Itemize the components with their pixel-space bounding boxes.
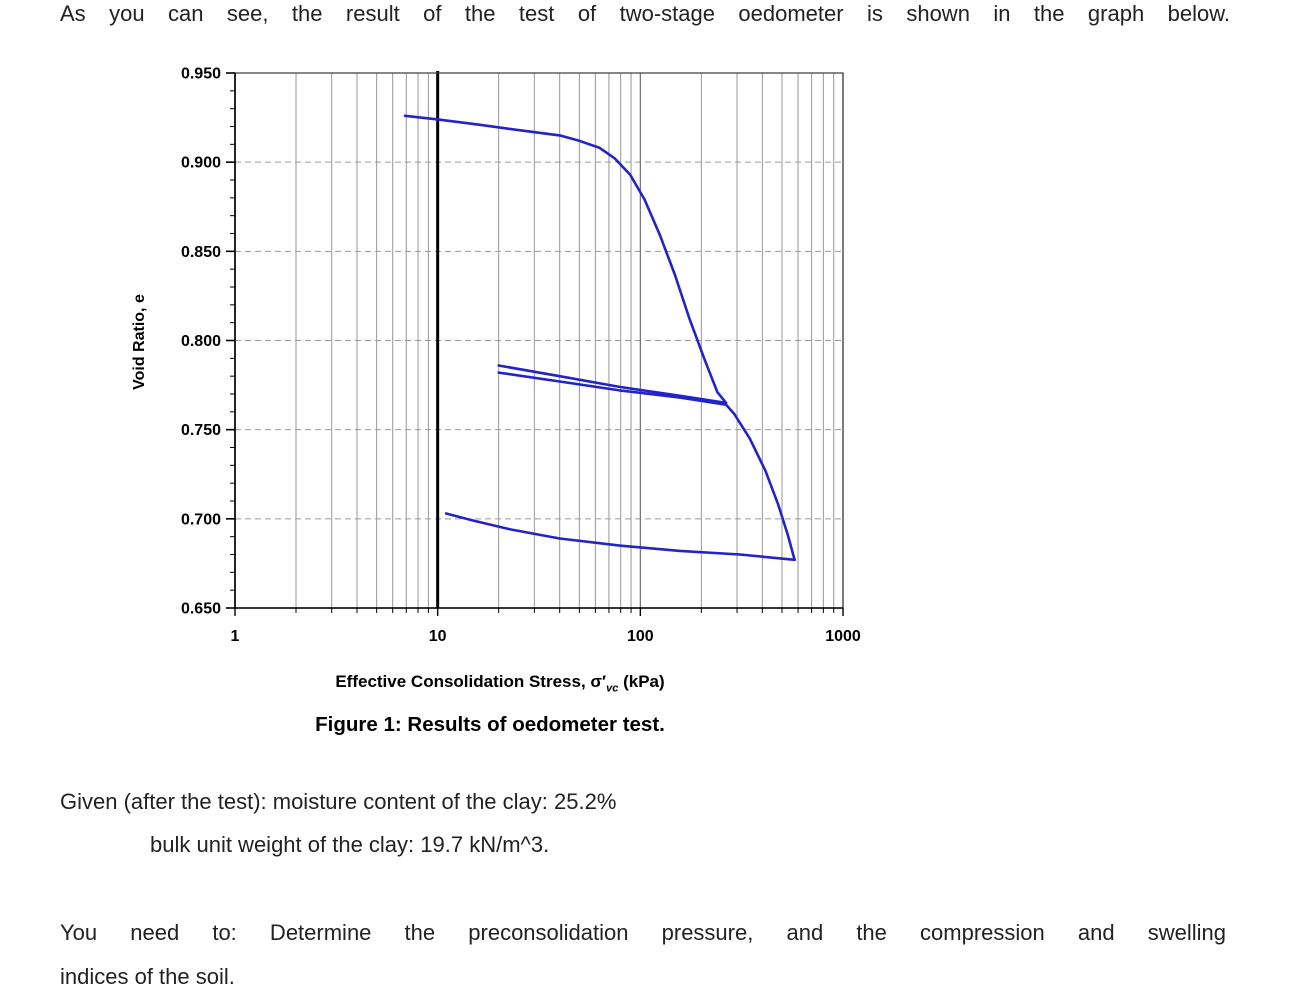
y-tick-label: 0.950 — [181, 66, 221, 83]
x-axis-title-text: Effective Consolidation Stress, — [335, 672, 591, 691]
oedometer-chart: 0.650 0.700 0.750 0.800 0.850 0.900 0.950 1 10 10… — [181, 66, 861, 646]
task-statement-line2: indices of the soil. — [60, 964, 235, 989]
oedometer-figure: Void Ratio, e 0.650 0.700 0.750 0.800 0.850 0… — [120, 58, 880, 763]
given-moisture-content: Given (after the test): moisture content… — [60, 789, 617, 814]
intro-text: As you can see, the result of the test o… — [60, 1, 1230, 26]
figure-caption: Figure 1: Results of oedometer test. — [315, 713, 665, 736]
curve-initial-loading — [403, 114, 728, 405]
x-tick-label: 10 — [429, 628, 447, 645]
sigma-symbol: σ′ — [590, 672, 607, 691]
curve-unloading-1 — [497, 364, 728, 405]
y-tick-label: 0.700 — [181, 511, 221, 528]
tick-labels: 0.650 0.700 0.750 0.800 0.850 0.900 0.950 1 10 10… — [181, 66, 861, 646]
y-tick-label: 0.850 — [181, 244, 221, 261]
grid — [234, 72, 844, 609]
x-axis-title: Effective Consolidation Stress, σ′vc (kP… — [120, 672, 880, 694]
tick-marks — [226, 72, 844, 616]
x-axis-title-units: (kPa) — [618, 672, 665, 691]
curve-reloading-and-virgin-compression — [497, 371, 796, 562]
x-tick-label: 1 — [231, 628, 240, 645]
y-tick-label: 0.900 — [181, 155, 221, 172]
y-tick-label: 0.800 — [181, 333, 221, 350]
sigma-subscript: vc — [606, 682, 619, 695]
given-bulk-unit-weight: bulk unit weight of the clay: 19.7 kN/m^… — [150, 832, 550, 857]
y-tick-label: 0.650 — [181, 601, 221, 618]
task-statement-line1: You need to: Determine the preconsolidat… — [60, 920, 1226, 945]
x-tick-label: 1000 — [825, 628, 861, 645]
x-tick-label: 100 — [627, 628, 654, 645]
curve-unloading-2 — [444, 512, 796, 562]
y-tick-label: 0.750 — [181, 422, 221, 439]
